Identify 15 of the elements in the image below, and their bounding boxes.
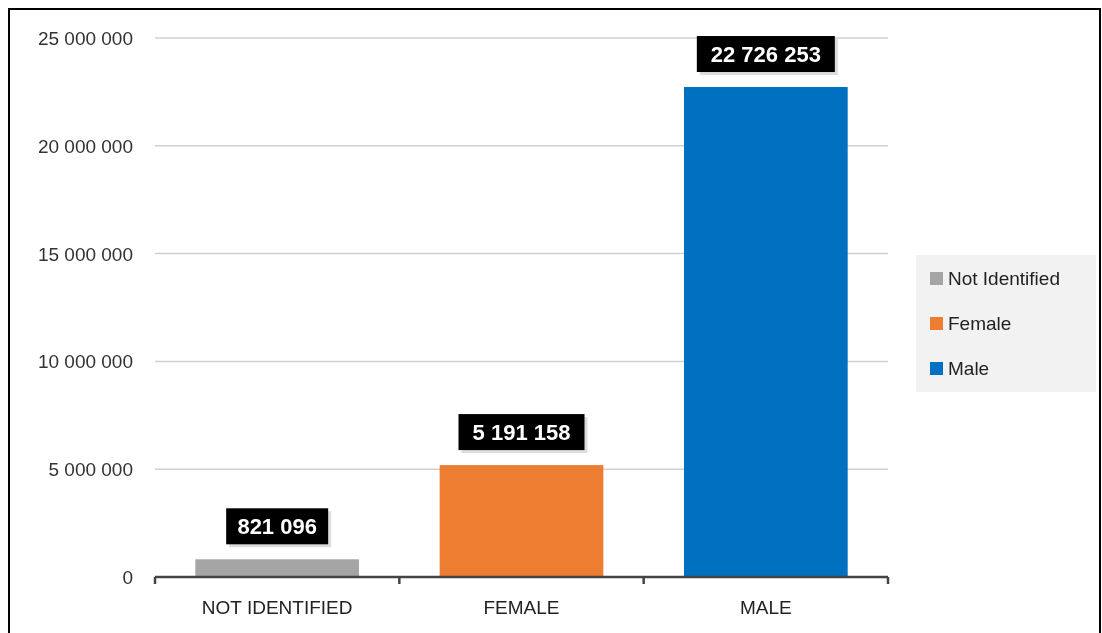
- x-tick-label: NOT IDENTIFIED: [201, 597, 353, 618]
- legend-label: Male: [948, 358, 990, 379]
- y-tick-label: 15 000 000: [37, 243, 133, 265]
- data-label: 821 096: [237, 514, 317, 540]
- data-label: 5 191 158: [472, 420, 571, 446]
- y-tick-label: 25 000 000: [37, 28, 133, 49]
- y-tick-label: 0: [122, 567, 133, 588]
- x-tick-label: MALE: [739, 597, 792, 618]
- legend-label: Female: [948, 313, 1012, 334]
- y-tick-label: 5 000 000: [48, 459, 133, 481]
- y-tick-label: 10 000 000: [37, 351, 133, 373]
- x-tick-label: FEMALE: [483, 597, 560, 618]
- y-tick-label: 20 000 000: [37, 135, 133, 157]
- legend-label: Not Identified: [948, 268, 1060, 289]
- data-label: 22 726 253: [710, 42, 821, 68]
